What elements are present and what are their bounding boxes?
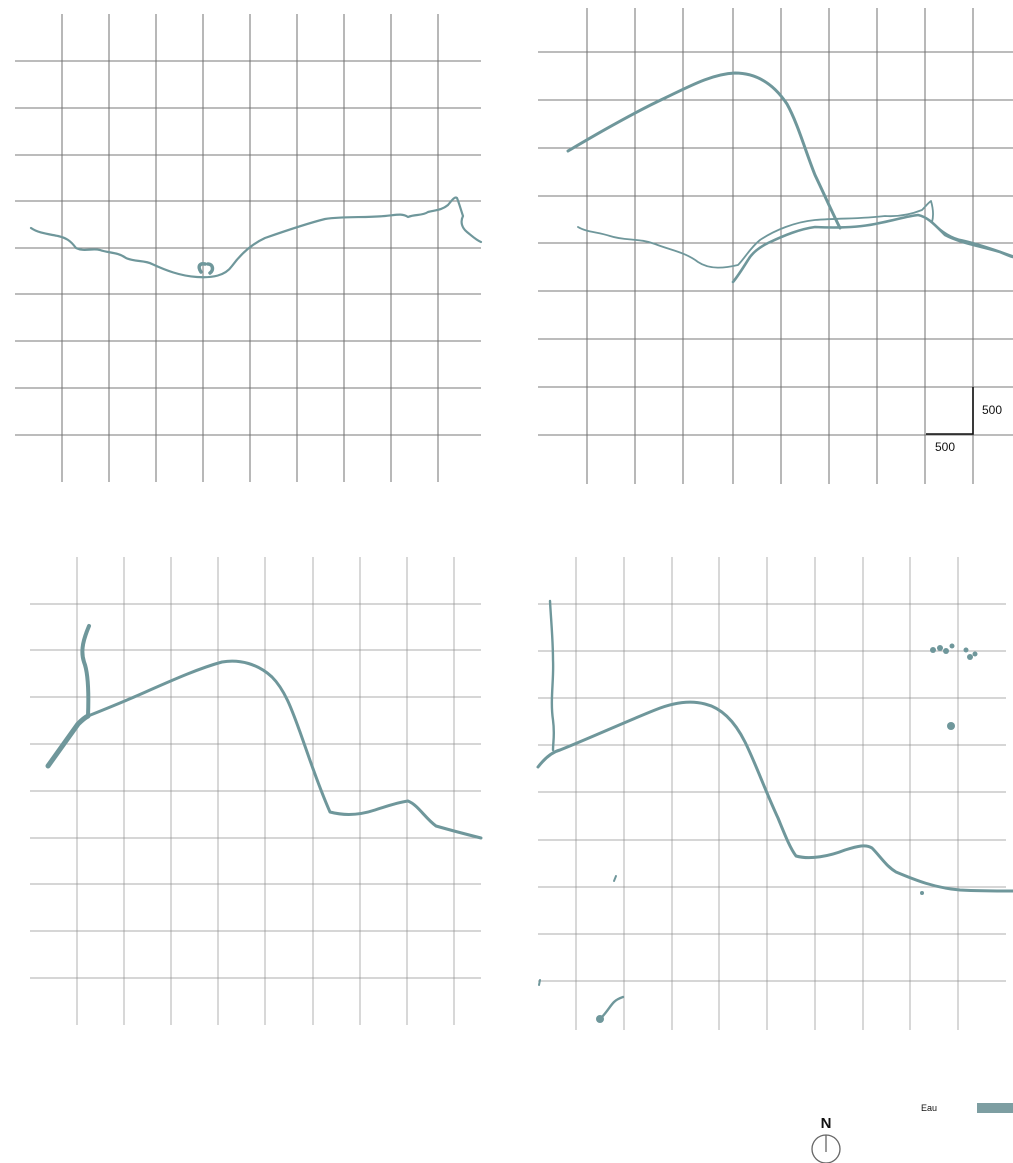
pond-panel-1	[197, 262, 215, 275]
canal-panel-4	[536, 700, 1013, 893]
pond-sw-panel-4	[596, 1015, 604, 1023]
legend-item-label: Eau	[921, 1103, 937, 1113]
map-panel-3	[30, 557, 483, 1025]
map-panel-2: 500 500	[538, 8, 1013, 484]
canal-north-panel-4	[548, 599, 556, 752]
stream-small-panel-4	[613, 875, 617, 882]
river-old-panel-2	[577, 200, 1013, 269]
map-panel-4	[536, 557, 1013, 1030]
north-arrow-icon	[811, 1134, 841, 1163]
canal-panel-3	[86, 659, 483, 840]
legend-swatch-water	[977, 1103, 1013, 1113]
grid-panel-4	[538, 557, 1006, 1030]
canal-upper-panel-3	[45, 713, 91, 769]
river-new-panel-2	[731, 213, 1013, 284]
stream-tiny-panel-4	[538, 979, 541, 986]
ponds-northeast-panel-4	[930, 643, 978, 660]
pond-dot-panel-4	[920, 891, 924, 895]
river-panel-1	[29, 196, 483, 279]
grid-panel-3	[30, 557, 481, 1025]
stream-panel-4	[599, 995, 625, 1020]
scale-bar-horizontal-label: 500	[935, 440, 955, 454]
legend: Eau	[921, 1103, 1013, 1113]
canal-north-panel-3	[80, 624, 91, 718]
scale-bar-vertical-label: 500	[982, 403, 1002, 417]
north-arrow-label: N	[821, 1115, 832, 1132]
pond-east-panel-4	[947, 722, 955, 730]
canal-panel-2	[566, 71, 842, 230]
north-arrow: N	[811, 1115, 841, 1163]
scale-bar: 500 500	[926, 387, 1002, 454]
grid-panel-2	[538, 8, 1013, 484]
map-panel-1	[15, 14, 483, 482]
